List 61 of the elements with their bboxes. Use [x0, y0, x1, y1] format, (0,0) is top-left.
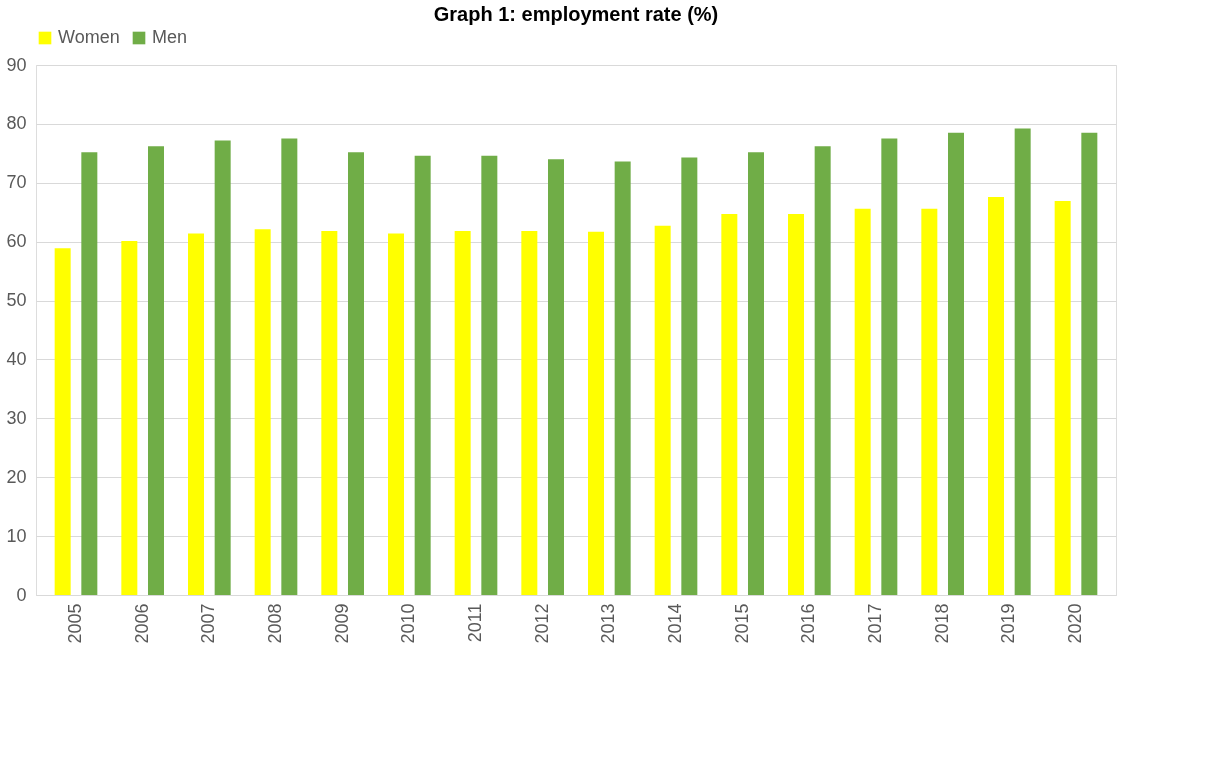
bar — [681, 157, 698, 595]
x-tick-label: 2005 — [65, 603, 85, 644]
bar — [481, 155, 498, 595]
x-tick-label: 2008 — [265, 603, 285, 644]
bar — [281, 138, 298, 595]
bar — [948, 132, 964, 595]
bar — [148, 146, 164, 595]
y-tick-label: 30 — [6, 407, 27, 428]
bar — [588, 231, 604, 595]
bar — [454, 231, 471, 595]
x-tick-label: 2011 — [465, 603, 485, 643]
bar — [881, 138, 898, 595]
bar — [54, 248, 71, 595]
bar — [854, 208, 871, 595]
bar — [748, 152, 764, 595]
bar — [721, 213, 738, 595]
x-tick-label: 2012 — [531, 603, 552, 644]
y-tick-label: 60 — [6, 231, 27, 252]
chart-title: Graph 1: employment rate (%) — [433, 3, 719, 25]
bar — [121, 241, 138, 595]
x-tick-label: 2006 — [131, 603, 152, 644]
x-tick-label: 2014 — [665, 603, 685, 644]
bar — [988, 196, 1004, 595]
y-tick-label: 10 — [6, 525, 27, 546]
bar — [614, 161, 631, 595]
bar — [388, 233, 404, 595]
x-tick-label: 2017 — [865, 603, 885, 644]
bar — [348, 152, 364, 595]
y-tick-label: 70 — [6, 172, 27, 193]
bar — [521, 231, 538, 595]
legend-label: Men — [152, 27, 188, 47]
y-tick-label: 50 — [6, 290, 27, 311]
bar — [1014, 128, 1031, 595]
bar — [1081, 132, 1098, 595]
bar — [81, 152, 98, 595]
bar — [254, 229, 271, 595]
bar — [414, 155, 431, 595]
bar — [321, 231, 338, 595]
bar — [188, 233, 204, 595]
bar — [654, 225, 671, 595]
x-tick-label: 2016 — [798, 603, 819, 644]
x-tick-label: 2013 — [598, 603, 619, 644]
x-tick-label: 2019 — [998, 603, 1019, 644]
y-tick-label: 90 — [6, 54, 27, 75]
y-tick-label: 40 — [6, 348, 27, 369]
x-tick-label: 2010 — [398, 603, 419, 644]
bar — [1054, 201, 1071, 595]
x-tick-label: 2015 — [731, 603, 752, 644]
x-tick-label: 2007 — [198, 603, 219, 644]
bar — [814, 146, 831, 595]
x-tick-label: 2018 — [931, 603, 952, 644]
bar — [921, 208, 938, 595]
y-tick-label: 0 — [16, 584, 27, 605]
y-tick-label: 20 — [6, 466, 27, 487]
bar — [788, 213, 804, 595]
legend-label: Women — [58, 27, 120, 47]
x-tick-label: 2009 — [331, 603, 352, 644]
bar — [548, 159, 564, 595]
bar — [214, 140, 231, 595]
y-tick-label: 80 — [6, 113, 27, 134]
x-tick-label: 2020 — [1065, 603, 1085, 644]
